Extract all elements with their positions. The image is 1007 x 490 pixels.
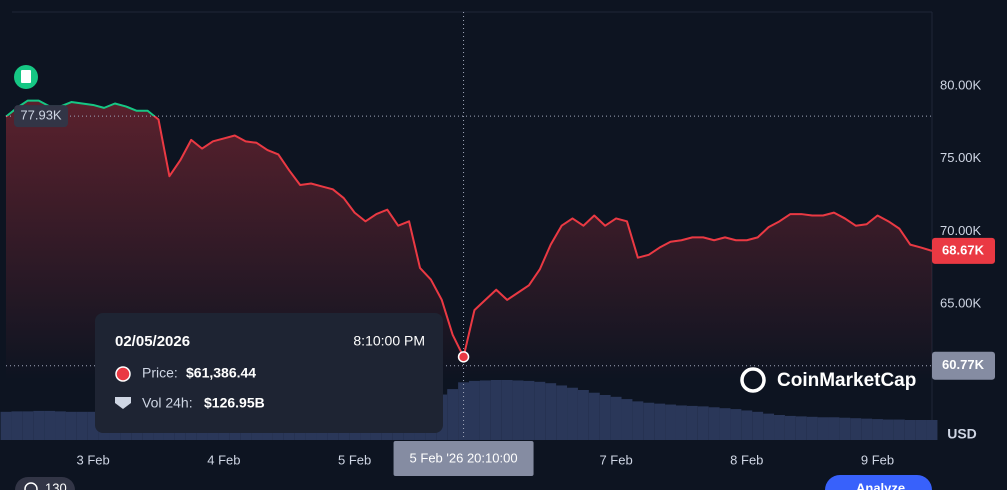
- y-tick-label: 75.00K: [940, 150, 982, 165]
- volume-bar: [882, 419, 894, 440]
- volume-bar: [872, 419, 883, 440]
- volume-bar: [447, 389, 459, 440]
- history-button[interactable]: 130: [15, 477, 75, 490]
- volume-bar: [719, 408, 731, 440]
- volume-bar: [708, 407, 720, 440]
- analyze-button[interactable]: Analyze: [825, 475, 932, 490]
- tooltip-price-label: Price:: [142, 365, 178, 381]
- volume-bar: [458, 382, 469, 440]
- history-button-bg[interactable]: [15, 477, 75, 490]
- volume-bar: [828, 417, 840, 440]
- tooltip-volume-label: Vol 24h:: [142, 395, 193, 411]
- tooltip-box: [95, 313, 443, 433]
- last-price-label: 68.67K: [942, 242, 985, 257]
- volume-bar: [610, 396, 622, 440]
- volume-bar: [861, 418, 873, 440]
- x-tick-label: 3 Feb: [77, 452, 110, 467]
- tooltip-price: $61,386.44: [186, 365, 256, 381]
- volume-bar: [697, 406, 709, 440]
- volume-bar: [795, 416, 807, 440]
- volume-bar: [76, 411, 88, 440]
- volume-bar: [926, 420, 938, 440]
- volume-bar: [806, 416, 818, 440]
- y-tick-label: 65.00K: [940, 296, 982, 311]
- volume-bar: [55, 411, 66, 440]
- volume-bar: [741, 410, 753, 440]
- volume-bar: [686, 405, 698, 440]
- y-tick-label: 70.00K: [940, 223, 982, 238]
- volume-bar: [479, 380, 491, 440]
- volume-bar: [599, 395, 611, 440]
- volume-bar: [774, 415, 785, 440]
- volume-bar: [523, 380, 535, 440]
- notes-icon-glyph[interactable]: [21, 70, 31, 83]
- volume-bar: [577, 390, 589, 440]
- volume-bar: [893, 419, 905, 440]
- tooltip-volume-icon: [115, 397, 131, 409]
- volume-bar: [730, 409, 742, 440]
- volume-bar: [545, 383, 557, 440]
- x-tick-label: 4 Feb: [207, 452, 240, 467]
- baseline-label-bg: [14, 105, 68, 128]
- volume-bar: [33, 410, 45, 440]
- price-area: [6, 100, 932, 381]
- history-icon[interactable]: [24, 482, 38, 490]
- hover-point: [457, 351, 470, 363]
- x-tick-label: 9 Feb: [861, 452, 894, 467]
- volume-bar: [567, 387, 578, 440]
- volume-bar: [817, 417, 829, 440]
- analyze-text[interactable]: Analyze: [856, 480, 905, 490]
- volume-bar: [534, 381, 546, 440]
- volume-bar: [469, 380, 480, 440]
- currency: USD: [947, 426, 977, 442]
- volume-bar: [839, 417, 851, 440]
- watermark-logo: [740, 367, 766, 393]
- volume-bar: [22, 411, 34, 440]
- volume-bar: [501, 380, 513, 440]
- history-count[interactable]: 130: [45, 480, 67, 490]
- volume-bar: [490, 380, 502, 440]
- volume-bar: [904, 420, 916, 440]
- volume-bar: [675, 405, 687, 440]
- volume-bar: [643, 402, 655, 440]
- volume-bar: [0, 411, 12, 440]
- volume-bar: [11, 411, 23, 440]
- price-line: [5, 99, 933, 358]
- volume-bar: [632, 401, 644, 440]
- notes-icon[interactable]: [14, 65, 38, 89]
- baseline-label: 77.93K: [20, 108, 62, 123]
- volume-bar: [87, 411, 99, 440]
- last-price-bg: [932, 237, 995, 264]
- volume-bar: [556, 385, 568, 440]
- volume-bar: [752, 411, 764, 440]
- volume-bar: [784, 415, 796, 440]
- volume-bar: [654, 403, 666, 440]
- tooltip-date: 02/05/2026: [115, 333, 190, 350]
- volume-bar: [588, 392, 600, 440]
- volume-bar: [915, 420, 927, 440]
- tooltip-volume: $126.95B: [204, 395, 265, 411]
- analyze-button-bg[interactable]: [825, 475, 932, 490]
- x-tick-label: 7 Feb: [599, 452, 632, 467]
- tooltip: 02/05/2026 8:10:00 PM Price: $61,386.44 …: [95, 313, 443, 433]
- y-tick-label: 80.00K: [940, 77, 982, 92]
- volume-bar: [621, 399, 633, 440]
- tooltip-time: 8:10:00 PM: [353, 333, 425, 349]
- crosshair-x-bg: [393, 441, 534, 476]
- volume-bar: [850, 418, 862, 440]
- x-tick-label: 8 Feb: [730, 452, 763, 467]
- volume-bar: [512, 380, 524, 440]
- watermark: CoinMarketCap: [740, 367, 916, 393]
- tooltip-price-dot: [115, 366, 131, 382]
- volume-bar: [44, 410, 56, 440]
- watermark-text: CoinMarketCap: [777, 370, 916, 391]
- volume-bar: [763, 413, 775, 440]
- crosshair-y-bg: [932, 351, 995, 380]
- crosshair-x-label: 5 Feb '26 20:10:00: [410, 450, 518, 465]
- x-tick-label: 5 Feb: [338, 452, 371, 467]
- volume-bar: [65, 411, 77, 440]
- volume-bar: [665, 404, 676, 440]
- crosshair-y-label: 60.77K: [942, 357, 985, 372]
